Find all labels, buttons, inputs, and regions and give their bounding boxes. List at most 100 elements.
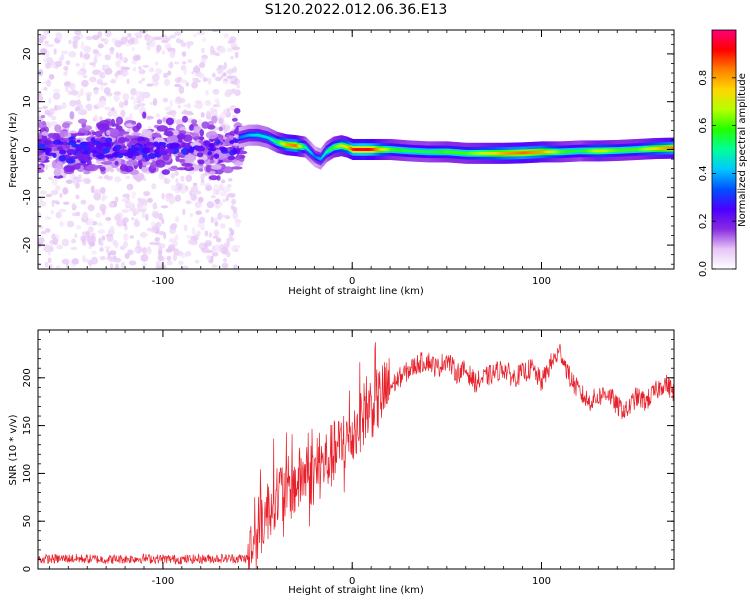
heat-cell [235,221,241,228]
heat-cell [159,149,167,156]
heat-cell [82,75,88,79]
heat-cell [203,140,210,146]
ridge-cell [480,151,482,155]
heat-cell [90,137,96,143]
heat-cell [68,51,77,58]
ridge-cell [353,148,355,151]
ridge-cell [449,150,452,154]
ridge-cell [619,148,622,152]
ridge-cell [603,149,605,153]
ridge-cell [259,134,261,138]
heat-cell [175,194,181,202]
snr-panel: -100 0 100 0 50 100 150 200 Height of straight… [8,329,675,596]
ridge-cell [445,150,448,154]
heat-cell [215,204,221,209]
ridge-cell [405,149,407,153]
ridge-cell [664,146,666,150]
ridge-cell [409,149,411,153]
heat-cell [161,169,170,175]
ridge-cell [243,134,246,138]
ridge-cell [462,151,464,155]
ridge-cell [401,148,403,152]
ridge-cell [433,150,435,154]
heat-cell [222,72,227,77]
heat-cell [73,176,80,180]
heat-cell [72,212,77,217]
heat-cell [176,250,184,256]
y-tick-label: 50 [22,515,33,528]
heat-cell [106,234,114,243]
heat-cell [152,98,158,106]
heat-cell [63,165,76,173]
heat-cell [130,96,135,101]
ridge-cell [379,148,381,151]
heat-cell [182,61,187,65]
heat-cell [58,155,66,162]
ridge-cell [487,151,489,155]
heat-cell [215,237,222,243]
heat-cell [99,187,106,194]
ridge-cell [338,144,340,148]
heat-cell [166,111,173,116]
ridge-cell [555,150,557,154]
ridge-cell [443,150,446,154]
ridge-cell [481,151,483,155]
heat-cell [154,68,163,75]
heat-cell [195,145,206,152]
ridge-cell [422,150,425,154]
heat-cell [180,154,185,159]
heat-cell [114,160,119,166]
ridge-cell [593,149,596,153]
ridge-cell [571,149,574,153]
ridge-cell [574,149,577,153]
heat-cell [127,249,134,256]
heat-cell [140,232,148,238]
heat-cell [83,45,92,54]
heat-cell [100,161,113,165]
ridge-cell [456,151,458,155]
heat-cell [48,73,55,80]
heat-cell [65,179,73,184]
heat-cell [81,79,89,88]
heat-cell [80,41,85,50]
heat-cell [194,79,202,83]
heat-cell [191,71,195,75]
ridge-cell [498,151,501,155]
heat-cell [58,208,67,213]
ridge-cell [350,147,352,151]
ridge-cell [617,149,619,152]
ridge-cell [533,150,535,154]
heat-cell [130,147,140,152]
heat-cell [218,126,224,132]
heat-cell [201,121,210,129]
ridge-cell [477,151,479,155]
ridge-cell [646,147,649,151]
ridge-cell [535,150,537,154]
ridge-cell [608,149,610,153]
ridge-cell [241,135,244,139]
ridge-cell [667,146,669,150]
ridge-cell [276,140,278,144]
ridge-cell [596,149,599,153]
ridge-cell [297,144,300,148]
ridge-cell [328,148,330,152]
heat-cell [165,117,174,126]
heat-cell [189,212,194,218]
heat-cell [38,262,42,268]
ridge-cell [384,148,386,151]
heat-cell [158,261,162,268]
heat-cell [66,220,75,228]
ridge-cell [436,150,438,154]
ridge-cell [389,148,391,151]
heat-cell [162,264,167,269]
ridge-cell [496,151,499,155]
heat-cell [107,128,120,137]
ridge-cell [648,147,651,151]
ridge-cell [471,151,474,155]
ridge-cell [347,146,350,150]
heat-cell [214,221,219,227]
ridge-cell [366,148,369,151]
ridge-cell [605,149,607,153]
ridge-cell [426,150,428,154]
ridge-cell [411,149,413,153]
